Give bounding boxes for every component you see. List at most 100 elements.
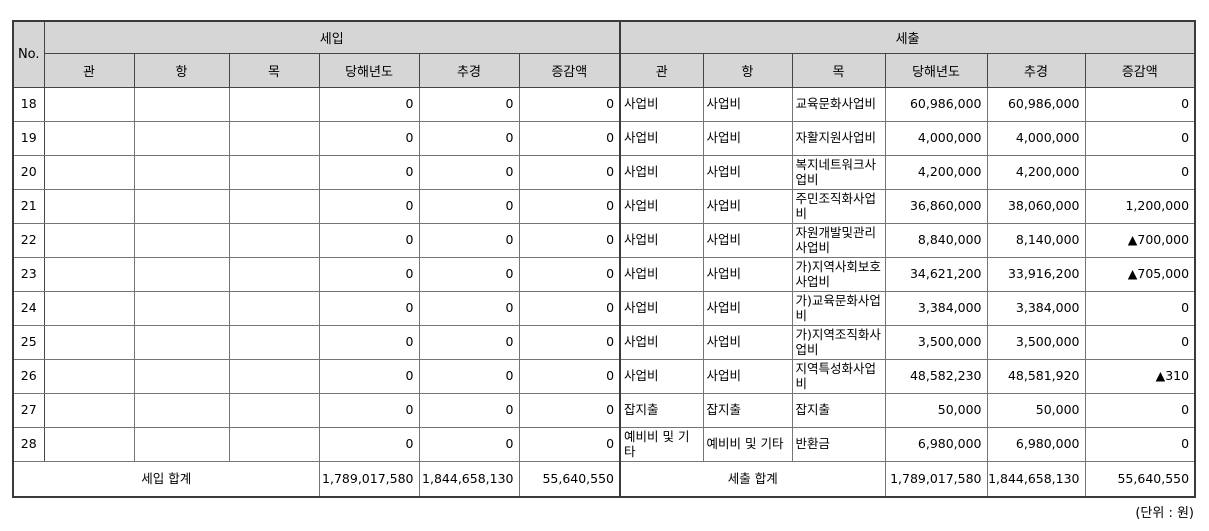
expenditure-hang-cell: 사업비	[702, 189, 793, 224]
revenue-change-cell: 0	[518, 291, 621, 326]
expenditure-gwan-cell: 예비비 및 기타	[619, 427, 704, 462]
expenditure-supplement-cell: 50,000	[986, 393, 1086, 428]
revenue-change-cell: 0	[518, 189, 621, 224]
revenue-total-current: 1,789,017,580	[318, 461, 420, 498]
revenue-mok-cell	[228, 223, 320, 258]
table-row: 18 0 0 0 사업비 사업비 교육문화사업비 60,986,000 60,9…	[12, 87, 1196, 122]
table-row: 24 0 0 0 사업비 사업비 가)교육문화사업비 3,384,000 3,3…	[12, 291, 1196, 326]
expenditure-current-year-cell: 50,000	[884, 393, 988, 428]
revenue-mok-cell	[228, 427, 320, 462]
col-header-expenditure-change: 증감액	[1084, 53, 1196, 88]
revenue-gwan-cell	[43, 393, 135, 428]
table-body: 18 0 0 0 사업비 사업비 교육문화사업비 60,986,000 60,9…	[12, 87, 1196, 498]
row-number-cell: 27	[12, 393, 45, 428]
revenue-gwan-cell	[43, 155, 135, 190]
expenditure-hang-cell: 사업비	[702, 87, 793, 122]
table-row: 26 0 0 0 사업비 사업비 지역특성화사업비 48,582,230 48,…	[12, 359, 1196, 394]
row-number-cell: 23	[12, 257, 45, 292]
revenue-change-cell: 0	[518, 223, 621, 258]
revenue-supplement-cell: 0	[418, 427, 520, 462]
expenditure-hang-cell: 사업비	[702, 223, 793, 258]
expenditure-mok-cell: 교육문화사업비	[791, 87, 886, 122]
revenue-mok-cell	[228, 359, 320, 394]
col-header-expenditure-mok: 목	[791, 53, 886, 88]
revenue-current-year-cell: 0	[318, 325, 420, 360]
expenditure-total-supplement: 1,844,658,130	[986, 461, 1086, 498]
budget-table: No. 세입 세출 관 항 목 당해년도 추경 증감액 관 항 목 당해년도 추…	[12, 20, 1197, 498]
revenue-change-cell: 0	[518, 325, 621, 360]
expenditure-mok-cell: 자활지원사업비	[791, 121, 886, 156]
expenditure-mok-cell: 반환금	[791, 427, 886, 462]
col-header-revenue-mok: 목	[228, 53, 320, 88]
expenditure-gwan-cell: 사업비	[619, 155, 704, 190]
expenditure-hang-cell: 예비비 및 기타	[702, 427, 793, 462]
revenue-hang-cell	[133, 155, 230, 190]
expenditure-gwan-cell: 사업비	[619, 291, 704, 326]
expenditure-change-cell: ▲700,000	[1084, 223, 1196, 258]
revenue-change-cell: 0	[518, 87, 621, 122]
expenditure-change-cell: ▲310	[1084, 359, 1196, 394]
budget-table-container: No. 세입 세출 관 항 목 당해년도 추경 증감액 관 항 목 당해년도 추…	[12, 20, 1197, 498]
revenue-gwan-cell	[43, 223, 135, 258]
revenue-change-cell: 0	[518, 257, 621, 292]
sub-header-row: 관 항 목 당해년도 추경 증감액 관 항 목 당해년도 추경 증감액	[13, 53, 1196, 88]
row-number-cell: 22	[12, 223, 45, 258]
expenditure-total-label: 세출 합계	[619, 461, 886, 498]
revenue-gwan-cell	[43, 121, 135, 156]
expenditure-current-year-cell: 6,980,000	[884, 427, 988, 462]
expenditure-change-cell: 0	[1084, 427, 1196, 462]
expenditure-hang-cell: 사업비	[702, 257, 793, 292]
group-header-revenue: 세입	[43, 20, 621, 54]
expenditure-current-year-cell: 8,840,000	[884, 223, 988, 258]
totals-row: 세입 합계 1,789,017,580 1,844,658,130 55,640…	[12, 461, 1196, 498]
group-header-row: No. 세입 세출	[12, 20, 1196, 88]
revenue-gwan-cell	[43, 87, 135, 122]
revenue-supplement-cell: 0	[418, 291, 520, 326]
expenditure-current-year-cell: 4,200,000	[884, 155, 988, 190]
revenue-current-year-cell: 0	[318, 87, 420, 122]
revenue-supplement-cell: 0	[418, 155, 520, 190]
revenue-hang-cell	[133, 189, 230, 224]
revenue-gwan-cell	[43, 257, 135, 292]
revenue-current-year-cell: 0	[318, 223, 420, 258]
expenditure-change-cell: 0	[1084, 325, 1196, 360]
expenditure-change-cell: 0	[1084, 121, 1196, 156]
revenue-hang-cell	[133, 325, 230, 360]
revenue-current-year-cell: 0	[318, 359, 420, 394]
table-row: 20 0 0 0 사업비 사업비 복지네트워크사업비 4,200,000 4,2…	[12, 155, 1196, 190]
expenditure-current-year-cell: 36,860,000	[884, 189, 988, 224]
expenditure-current-year-cell: 4,000,000	[884, 121, 988, 156]
revenue-supplement-cell: 0	[418, 393, 520, 428]
revenue-supplement-cell: 0	[418, 87, 520, 122]
revenue-mok-cell	[228, 155, 320, 190]
revenue-current-year-cell: 0	[318, 393, 420, 428]
revenue-change-cell: 0	[518, 359, 621, 394]
expenditure-mok-cell: 잡지출	[791, 393, 886, 428]
expenditure-mok-cell: 복지네트워크사업비	[791, 155, 886, 190]
expenditure-mok-cell: 주민조직화사업비	[791, 189, 886, 224]
revenue-current-year-cell: 0	[318, 257, 420, 292]
expenditure-current-year-cell: 34,621,200	[884, 257, 988, 292]
col-header-expenditure-current-year: 당해년도	[884, 53, 988, 88]
revenue-mok-cell	[228, 325, 320, 360]
expenditure-supplement-cell: 4,200,000	[986, 155, 1086, 190]
expenditure-supplement-cell: 4,000,000	[986, 121, 1086, 156]
expenditure-gwan-cell: 사업비	[619, 359, 704, 394]
expenditure-supplement-cell: 6,980,000	[986, 427, 1086, 462]
revenue-current-year-cell: 0	[318, 291, 420, 326]
col-header-revenue-gwan: 관	[43, 53, 135, 88]
revenue-mok-cell	[228, 121, 320, 156]
revenue-change-cell: 0	[518, 393, 621, 428]
table-row: 19 0 0 0 사업비 사업비 자활지원사업비 4,000,000 4,000…	[12, 121, 1196, 156]
expenditure-mok-cell: 지역특성화사업비	[791, 359, 886, 394]
revenue-supplement-cell: 0	[418, 325, 520, 360]
expenditure-hang-cell: 사업비	[702, 291, 793, 326]
row-number-cell: 24	[12, 291, 45, 326]
expenditure-current-year-cell: 48,582,230	[884, 359, 988, 394]
expenditure-supplement-cell: 3,384,000	[986, 291, 1086, 326]
table-header: No. 세입 세출 관 항 목 당해년도 추경 증감액 관 항 목 당해년도 추…	[12, 20, 1196, 88]
expenditure-hang-cell: 사업비	[702, 325, 793, 360]
col-header-expenditure-gwan: 관	[619, 53, 704, 88]
revenue-total-change: 55,640,550	[518, 461, 621, 498]
expenditure-current-year-cell: 3,500,000	[884, 325, 988, 360]
